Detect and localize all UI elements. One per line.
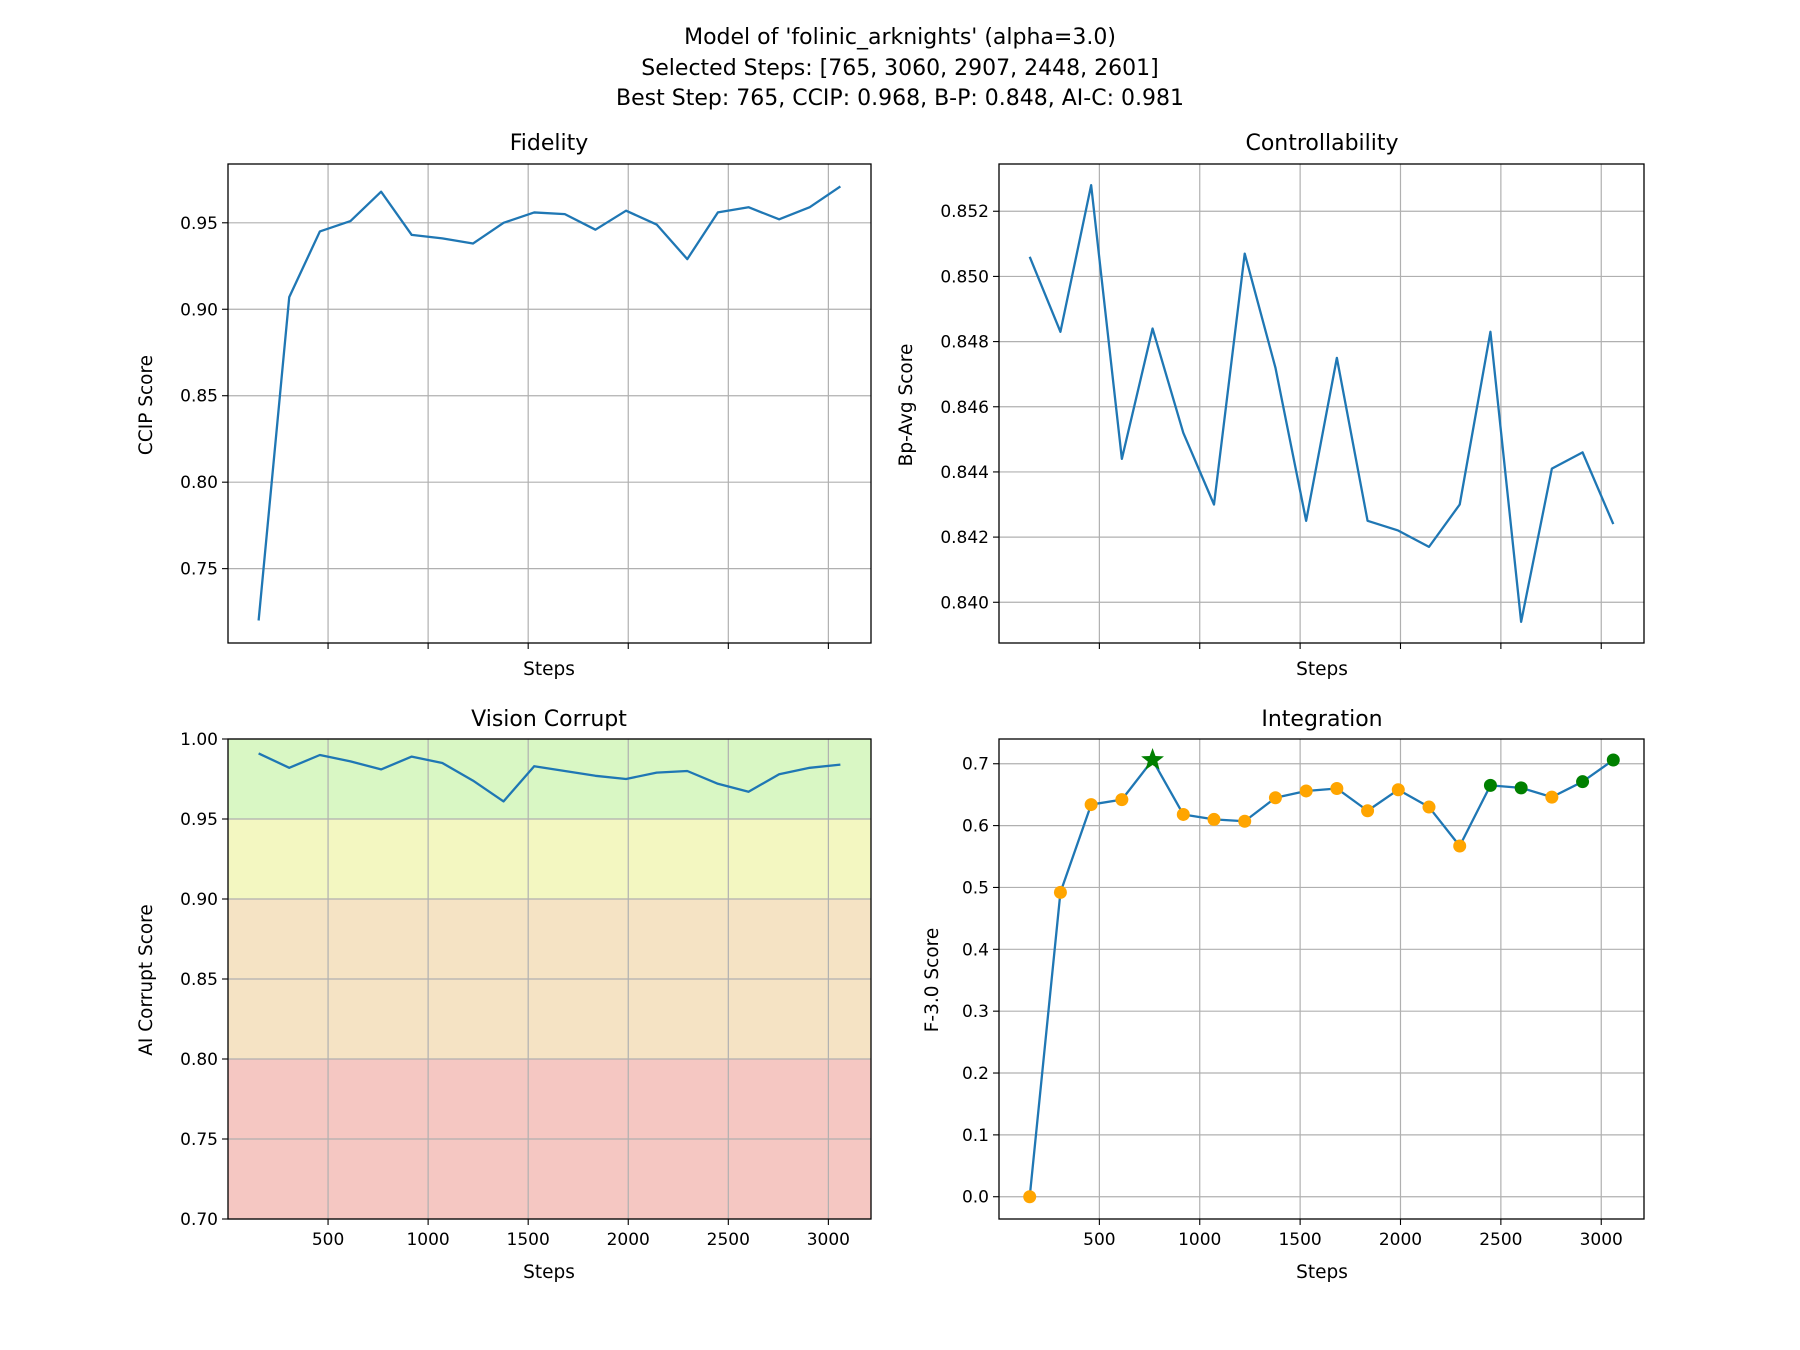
selected-step-marker bbox=[1606, 753, 1620, 767]
fidelity-ytick-label-0: 0.75 bbox=[180, 560, 218, 580]
fidelity-ytick-label-2: 0.85 bbox=[180, 387, 218, 407]
controllability-panel: Controllability Steps Bp-Avg Score 0.840… bbox=[896, 131, 1645, 680]
fidelity-ylabel: CCIP Score bbox=[136, 355, 157, 455]
vision-corrupt-xtick-label-5: 3000 bbox=[807, 1230, 850, 1250]
vision-corrupt-xtick-label-2: 1500 bbox=[507, 1230, 550, 1250]
step-marker bbox=[1422, 800, 1436, 814]
step-marker bbox=[1053, 885, 1067, 899]
fidelity-panel: Fidelity Steps CCIP Score 0.75 0.80 0.85 0.… bbox=[136, 131, 872, 680]
controllability-ytick-label-3: 0.846 bbox=[940, 398, 989, 418]
fidelity-ytick-label-3: 0.90 bbox=[180, 300, 218, 320]
integration-ytick-label-2: 0.2 bbox=[962, 1064, 989, 1084]
integration-ytick-label-1: 0.1 bbox=[962, 1126, 989, 1146]
step-marker bbox=[1023, 1190, 1037, 1204]
vision-corrupt-ytick-label-1: 0.75 bbox=[180, 1130, 218, 1150]
step-marker bbox=[1268, 791, 1282, 805]
controllability-ylabel: Bp-Avg Score bbox=[896, 344, 917, 467]
figure-title-line-3: Best Step: 765, CCIP: 0.968, B-P: 0.848,… bbox=[616, 86, 1184, 111]
step-marker bbox=[1330, 781, 1344, 795]
step-marker bbox=[1207, 812, 1221, 826]
step-marker bbox=[1238, 814, 1252, 828]
controllability-xlabel: Steps bbox=[1296, 659, 1348, 680]
integration-ytick-label-4: 0.4 bbox=[962, 940, 989, 960]
vision-corrupt-ytick-label-6: 1.00 bbox=[180, 730, 218, 750]
step-marker bbox=[1115, 793, 1129, 807]
integration-axes-frame bbox=[998, 738, 1645, 1220]
step-marker bbox=[1545, 790, 1559, 804]
controllability-title: Controllability bbox=[1245, 131, 1398, 156]
step-marker bbox=[1361, 804, 1375, 818]
vision-corrupt-series-line bbox=[258, 752, 841, 803]
vision-corrupt-xtick-label-4: 2500 bbox=[707, 1230, 750, 1250]
vision-corrupt-xlabel: Steps bbox=[523, 1262, 575, 1283]
vision-corrupt-xtick-label-3: 2000 bbox=[607, 1230, 650, 1250]
selected-step-marker bbox=[1576, 775, 1590, 789]
best-step-star-marker bbox=[1141, 748, 1164, 770]
vision-corrupt-band-1 bbox=[228, 819, 871, 899]
fidelity-ytick-label-4: 0.95 bbox=[180, 214, 218, 234]
integration-xtick-label-2: 1500 bbox=[1278, 1230, 1321, 1250]
selected-step-marker bbox=[1514, 781, 1528, 795]
step-marker bbox=[1176, 807, 1190, 821]
integration-ytick-label-6: 0.6 bbox=[962, 817, 989, 837]
fidelity-axes-frame bbox=[227, 163, 872, 644]
fidelity-title: Fidelity bbox=[510, 131, 589, 156]
controllability-ytick-label-4: 0.848 bbox=[940, 333, 989, 353]
step-marker bbox=[1391, 783, 1405, 797]
controllability-ytick-label-2: 0.844 bbox=[940, 463, 989, 483]
integration-ylabel: F-3.0 Score bbox=[922, 928, 943, 1032]
integration-xlabel: Steps bbox=[1296, 1262, 1348, 1283]
vision-corrupt-ytick-label-4: 0.90 bbox=[180, 890, 218, 910]
vision-corrupt-band-0 bbox=[228, 739, 871, 819]
controllability-ytick-label-6: 0.852 bbox=[940, 202, 989, 222]
controllability-series-line bbox=[1028, 184, 1615, 623]
controllability-ytick-label-0: 0.840 bbox=[940, 593, 989, 613]
figure-title-line-1: Model of 'folinic_arknights' (alpha=3.0) bbox=[684, 25, 1116, 50]
controllability-ytick-label-1: 0.842 bbox=[940, 528, 989, 548]
vision-corrupt-title: Vision Corrupt bbox=[471, 707, 627, 732]
vision-corrupt-ytick-label-0: 0.70 bbox=[180, 1210, 218, 1230]
vision-corrupt-xtick-label-0: 500 bbox=[312, 1230, 344, 1250]
integration-ytick-label-7: 0.7 bbox=[962, 755, 989, 775]
step-marker bbox=[1084, 798, 1098, 812]
integration-xtick-label-5: 3000 bbox=[1580, 1230, 1623, 1250]
selected-step-marker bbox=[1483, 778, 1497, 792]
step-marker bbox=[1453, 839, 1467, 853]
vision-corrupt-panel: Vision Corrupt Steps AI Corrupt Score 50… bbox=[136, 707, 872, 1283]
integration-xtick-label-1: 1000 bbox=[1178, 1230, 1221, 1250]
integration-ytick-label-3: 0.3 bbox=[962, 1002, 989, 1022]
controllability-ytick-label-5: 0.850 bbox=[940, 267, 989, 287]
integration-title: Integration bbox=[1261, 707, 1382, 732]
integration-xtick-label-4: 2500 bbox=[1479, 1230, 1522, 1250]
vision-corrupt-ytick-label-3: 0.85 bbox=[180, 970, 218, 990]
fidelity-ytick-label-1: 0.80 bbox=[180, 473, 218, 493]
figure-title-line-2: Selected Steps: [765, 3060, 2907, 2448, … bbox=[641, 56, 1158, 81]
vision-corrupt-ytick-label-2: 0.80 bbox=[180, 1050, 218, 1070]
step-marker bbox=[1299, 784, 1313, 798]
vision-corrupt-ytick-label-5: 0.95 bbox=[180, 810, 218, 830]
controllability-axes-frame bbox=[998, 163, 1645, 644]
integration-xtick-label-3: 2000 bbox=[1379, 1230, 1422, 1250]
integration-ytick-label-5: 0.5 bbox=[962, 878, 989, 898]
integration-panel: Integration Steps F-3.0 Score 500 1000 150… bbox=[922, 707, 1645, 1283]
integration-ytick-label-0: 0.0 bbox=[962, 1188, 989, 1208]
vision-corrupt-ylabel: AI Corrupt Score bbox=[136, 904, 157, 1056]
integration-xtick-label-0: 500 bbox=[1083, 1230, 1115, 1250]
fidelity-series-line bbox=[257, 185, 842, 621]
fidelity-xlabel: Steps bbox=[523, 659, 575, 680]
vision-corrupt-xtick-label-1: 1000 bbox=[406, 1230, 449, 1250]
